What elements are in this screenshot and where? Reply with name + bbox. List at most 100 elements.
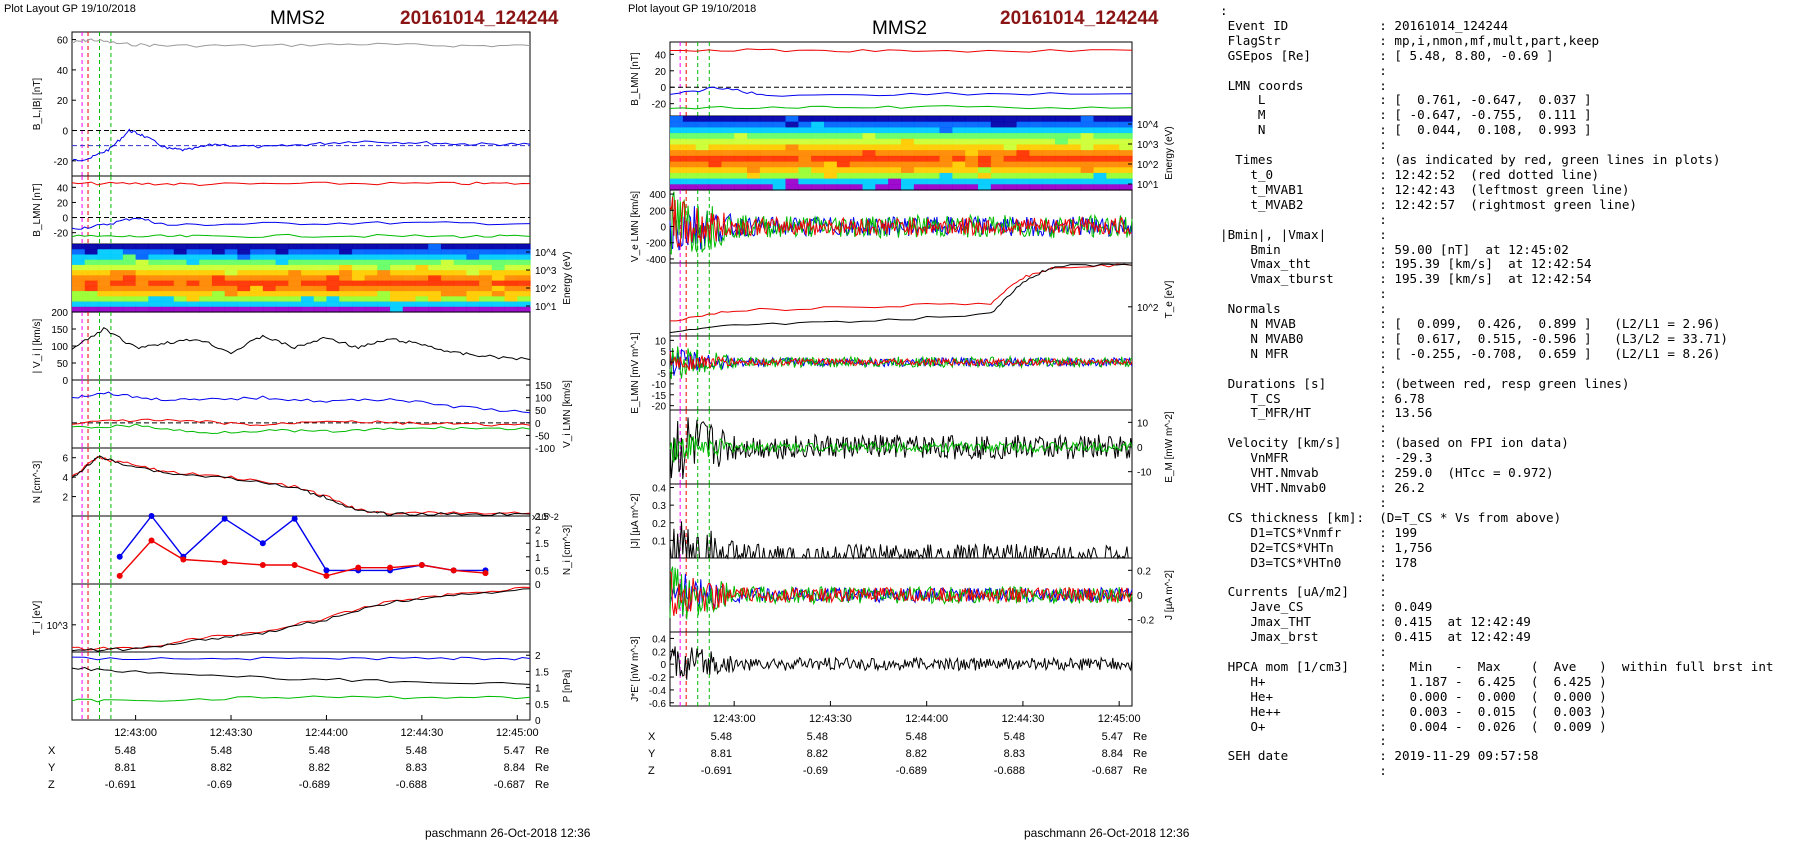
spectrogram-cell: [1055, 178, 1069, 185]
series-line: [71, 327, 531, 361]
spectrogram-cell: [901, 161, 915, 168]
spectrogram-cell: [364, 296, 378, 303]
spectrogram-cell: [721, 121, 735, 128]
spectrogram-cell: [364, 275, 378, 282]
series-marker: [482, 570, 489, 577]
coord-value: -0.689: [895, 765, 927, 777]
spectrogram-cell: [491, 291, 506, 297]
spectrogram-cell: [479, 301, 493, 308]
spectrogram-cell: [453, 285, 467, 292]
spectrogram-cell: [440, 296, 455, 303]
spectrogram-cell: [734, 138, 748, 146]
spectrogram-cell: [479, 291, 493, 297]
spectrogram-cell: [351, 280, 366, 287]
spectrogram-cell: [491, 301, 506, 308]
spectrogram-cell: [313, 285, 328, 292]
spectrogram-cell: [84, 291, 99, 297]
spectrogram-cell: [122, 291, 137, 297]
y-axis-label: T_i [eV]: [32, 601, 43, 636]
spectrogram-cell: [747, 127, 761, 134]
spectrogram-cell: [1016, 167, 1030, 174]
spectrogram-cell: [186, 254, 200, 261]
spectrogram-cell: [939, 184, 953, 191]
spectrogram-cell: [952, 133, 966, 140]
spectrogram-cell: [211, 249, 226, 256]
panel-frame: [669, 41, 1133, 117]
spectrogram-cell: [440, 280, 455, 287]
spectrogram-cell: [670, 150, 684, 157]
coord-value: 5.48: [806, 731, 828, 743]
spectrogram-cell: [339, 244, 353, 250]
spectrogram-cell: [990, 150, 1005, 157]
spectrogram-cell: [479, 264, 493, 271]
y-tick-label: 0: [1137, 443, 1143, 454]
y-tick-label: 40: [57, 66, 69, 77]
spectrogram-cell: [504, 285, 518, 292]
spectrogram-cell: [836, 138, 851, 146]
spectrogram-cell: [313, 275, 328, 282]
spectrogram-cell: [849, 161, 864, 168]
y-tick-label: 20: [655, 67, 667, 78]
spectrogram-cell: [978, 178, 992, 185]
spectrogram-cell: [1119, 121, 1133, 128]
info-line: :: [1220, 3, 1228, 18]
spectrogram-cell: [1067, 121, 1082, 128]
spectrogram-cell: [313, 264, 328, 271]
spectrogram-cell: [965, 167, 979, 174]
y-tick-label: 150: [51, 325, 68, 336]
spectrogram-cell: [110, 285, 124, 292]
spectrogram-cell: [402, 264, 417, 271]
spectrogram-cell: [978, 167, 992, 174]
spectrogram-cell: [479, 296, 493, 303]
spectrogram-cell: [978, 155, 992, 163]
y-tick-label: 0: [1137, 591, 1143, 602]
spectrogram-cell: [390, 301, 404, 308]
spectrogram-cell: [798, 161, 812, 168]
spectrogram-cell: [377, 280, 391, 287]
spectrogram-cell: [952, 144, 966, 151]
spectrogram-cell: [926, 184, 941, 191]
spectrogram-cell: [440, 285, 455, 292]
spectrogram-cell: [759, 184, 774, 191]
spectrogram-cell: [965, 133, 979, 140]
panel-frame: [71, 515, 531, 585]
spectrogram-cell: [415, 306, 429, 313]
y-tick-label: 0.5: [535, 700, 549, 711]
spectrogram-cell: [466, 296, 480, 303]
spectrogram-cell: [862, 144, 876, 151]
spectrogram-cell: [747, 144, 761, 151]
spectrogram-cell: [913, 178, 928, 185]
spectrogram-cell: [390, 264, 404, 271]
spectrogram-cell: [135, 296, 149, 303]
spectrogram-cell: [1080, 167, 1095, 174]
spectrogram-cell: [901, 121, 915, 128]
y-tick-label: 0: [660, 358, 666, 369]
spectrogram-cell: [811, 161, 825, 168]
spectrogram-cell: [250, 254, 264, 261]
series-line: [669, 434, 1133, 463]
spectrogram-cell: [734, 161, 748, 168]
spectrogram-cell: [1042, 138, 1056, 146]
y-tick-label: 0.2: [652, 519, 666, 530]
spectrogram-cell: [237, 306, 251, 313]
spectrogram-cell: [926, 133, 941, 140]
spectrogram-cell: [453, 296, 467, 303]
y-tick-label: -0.2: [1137, 616, 1155, 627]
coord-value: 8.82: [905, 748, 927, 760]
spectrogram-cell: [415, 285, 429, 292]
spectrogram-cell: [250, 306, 264, 313]
spectrogram-cell: [504, 306, 518, 313]
spectrogram-cell: [759, 161, 774, 168]
spectrogram-cell: [110, 291, 124, 297]
spectrogram-cell: [84, 254, 99, 261]
x-tick-label: 12:43:30: [210, 727, 253, 739]
spectrogram-cell: [377, 259, 391, 266]
spectrogram-cell: [875, 167, 889, 174]
info-line: Jmax_THT : 0.415 at 12:42:49: [1220, 614, 1531, 630]
info-line: VHT.Nmvab0 : 26.2: [1220, 480, 1425, 495]
x-tick-label: 12:43:00: [114, 727, 157, 739]
series-line: [669, 206, 1133, 251]
spectrogram-cell: [1080, 127, 1095, 134]
spectrogram-cell: [670, 121, 684, 128]
y-tick-label: 60: [57, 36, 69, 47]
